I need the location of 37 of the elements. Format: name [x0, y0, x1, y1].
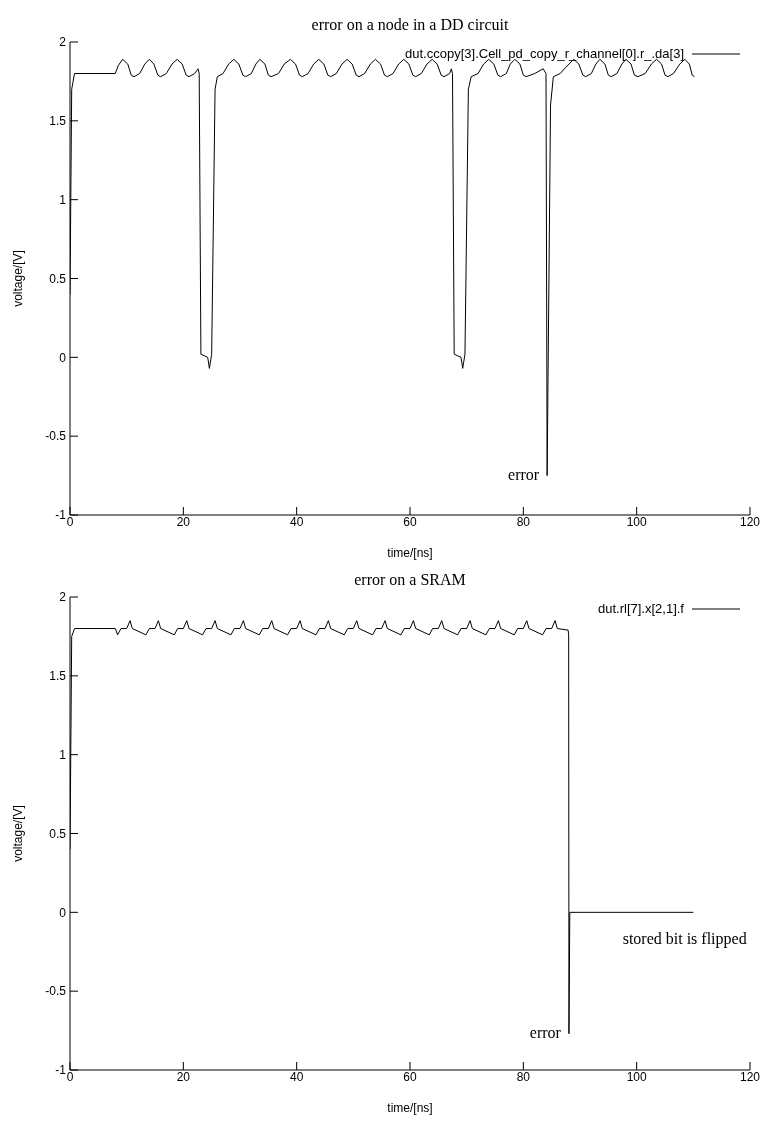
y-tick-label: -0.5	[45, 984, 67, 999]
x-tick-label: 80	[516, 514, 531, 529]
chart-title: error on a node in a DD circuit	[310, 16, 510, 34]
legend-label: dut.ccopy[3].Cell_pd_copy_r_channel[0].r_.da[3]	[405, 46, 684, 61]
x-axis-title: time/[ns]	[387, 1101, 433, 1115]
y-tick-label: -1	[55, 1063, 67, 1078]
legend-label: dut.rl[7].x[2,1].f	[598, 601, 684, 616]
x-tick-label: 60	[403, 1069, 417, 1084]
y-tick-label: 1.5	[49, 114, 67, 129]
x-tick-label: 80	[516, 1069, 531, 1084]
y-tick-label: 1	[59, 747, 67, 762]
y-tick-label: 2	[59, 590, 67, 605]
y-axis-title: voltage/[V]	[11, 805, 26, 862]
y-tick-label: -0.5	[45, 429, 67, 444]
y-tick-label: -1	[55, 508, 67, 523]
x-tick-label: 20	[176, 1069, 191, 1084]
y-tick-label: 2	[59, 35, 67, 50]
x-tick-label: 120	[739, 1069, 761, 1084]
y-tick-label: 1.5	[49, 669, 67, 684]
x-tick-label: 100	[626, 514, 647, 529]
x-tick-label: 40	[289, 514, 304, 529]
x-tick-label: 120	[739, 514, 761, 529]
y-tick-label: 0	[59, 350, 67, 365]
y-axis-title: voltage/[V]	[11, 250, 26, 307]
annotation: stored bit is flipped	[622, 930, 747, 949]
x-axis-title: time/[ns]	[387, 546, 433, 560]
y-tick-label: 0.5	[49, 826, 67, 841]
y-tick-label: 0.5	[49, 271, 67, 286]
x-tick-label: 100	[626, 1069, 647, 1084]
chart-title: error on a SRAM	[353, 571, 467, 589]
x-tick-label: 20	[176, 514, 191, 529]
y-tick-label: 1	[59, 192, 67, 207]
annotation: error	[529, 1023, 562, 1041]
x-tick-label: 60	[403, 514, 417, 529]
x-tick-label: 40	[289, 1069, 304, 1084]
y-tick-label: 0	[59, 905, 67, 920]
annotation: error	[508, 465, 540, 483]
